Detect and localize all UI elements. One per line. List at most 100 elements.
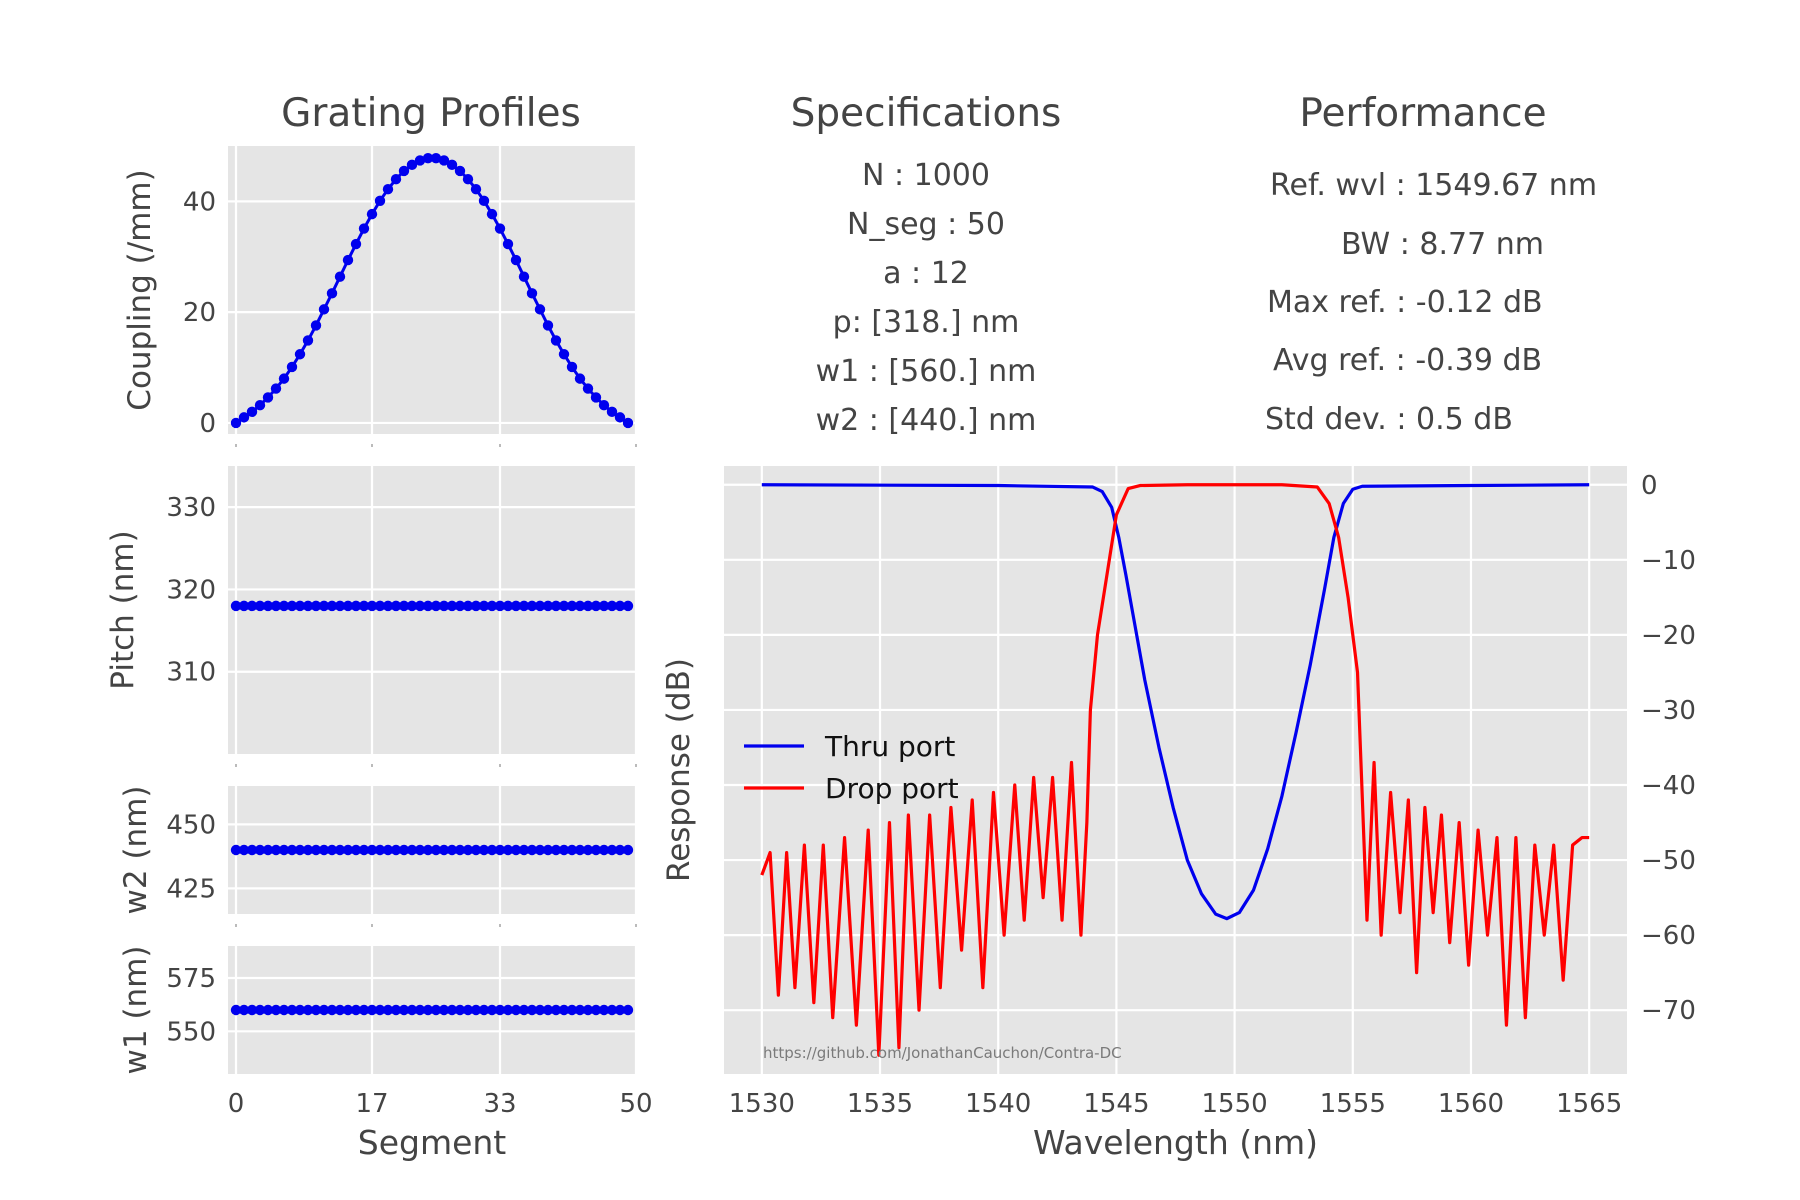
w2-point — [622, 844, 634, 856]
pitch-ytick-label: 310 — [166, 658, 216, 688]
w1-point — [478, 1004, 490, 1016]
pitch-point — [614, 600, 626, 612]
coupling-point — [238, 412, 250, 423]
w1-point — [486, 1004, 498, 1016]
w1-point — [590, 1004, 602, 1016]
perf-line: BW : 8.77 nm — [1341, 227, 1544, 262]
pitch-point — [294, 600, 306, 612]
response-xtick-label: 1545 — [1083, 1089, 1149, 1119]
pitch-point — [278, 600, 290, 612]
w1-point — [318, 1004, 330, 1016]
coupling-point — [310, 320, 322, 331]
w2-point — [422, 844, 434, 856]
pitch-point — [262, 600, 274, 612]
w1-point — [534, 1004, 546, 1016]
coupling-point — [518, 271, 530, 282]
w2-point — [278, 844, 290, 856]
pitch-point — [446, 600, 458, 612]
coupling-point — [462, 174, 474, 185]
coupling-point — [438, 155, 450, 166]
w1-point — [254, 1004, 266, 1016]
w1-point — [526, 1004, 538, 1016]
coupling-point — [510, 254, 522, 266]
specifications-title: Specifications — [791, 91, 1062, 136]
performance-block: Ref. wvl : 1549.67 nm BW : 8.77 nm Max r… — [1265, 168, 1597, 437]
coupling-point — [574, 373, 586, 384]
pitch-point — [430, 600, 442, 612]
pitch-point — [358, 600, 370, 612]
w1-axes: 550 575 0 17 33 50 w1 (nm) Segment — [118, 946, 653, 1162]
w2-point — [334, 844, 346, 856]
w2-point — [614, 844, 626, 856]
coupling-point — [502, 238, 514, 250]
response-axes: 0 −10 −20 −30 −40 −50 −60 −70 1530 1535 1540 1545 15… — [661, 466, 1696, 1162]
pitch-point — [606, 600, 618, 612]
pitch-point — [254, 600, 266, 612]
w1-point — [470, 1004, 482, 1016]
w2-point — [310, 844, 322, 856]
pitch-point — [238, 600, 250, 612]
w1-point — [310, 1004, 322, 1016]
pitch-point — [406, 600, 418, 612]
pitch-ytick-label: 330 — [166, 493, 216, 523]
coupling-point — [598, 400, 610, 411]
w2-point — [238, 844, 250, 856]
w1-point — [374, 1004, 386, 1016]
w2-point — [406, 844, 418, 856]
pitch-point — [398, 600, 410, 612]
pitch-point — [438, 600, 450, 612]
coupling-point — [558, 349, 570, 360]
coupling-point — [254, 400, 266, 411]
w2-point — [518, 844, 530, 856]
pitch-panel-bg — [228, 466, 636, 754]
w1-point — [422, 1004, 434, 1016]
w1-point — [350, 1004, 362, 1016]
coupling-point — [406, 159, 418, 171]
response-ytick-label: −50 — [1641, 846, 1696, 876]
coupling-ytick-label: 40 — [183, 187, 216, 217]
coupling-point — [422, 152, 434, 164]
response-xtick-label: 1535 — [847, 1089, 913, 1119]
w2-point — [558, 844, 570, 856]
w2-point — [230, 844, 242, 856]
coupling-ytick-label: 0 — [199, 409, 216, 439]
pitch-point — [318, 600, 330, 612]
w1-xtick-label: 33 — [483, 1089, 516, 1119]
w2-point — [326, 844, 338, 856]
w1-ylabel: w1 (nm) — [118, 946, 154, 1075]
pitch-point — [382, 600, 394, 612]
w1-point — [518, 1004, 530, 1016]
coupling-point — [478, 195, 490, 207]
coupling-point — [534, 304, 546, 315]
pitch-point — [502, 600, 514, 612]
pitch-point — [390, 600, 402, 612]
w2-ytick-label: 425 — [166, 874, 216, 904]
pitch-point — [462, 600, 474, 612]
coupling-point — [246, 406, 258, 418]
response-legend: Thru port Drop port — [744, 730, 959, 805]
w1-point — [550, 1004, 562, 1016]
pitch-point — [550, 600, 562, 612]
pitch-point — [510, 600, 522, 612]
w1-point — [270, 1004, 282, 1016]
coupling-point — [430, 152, 442, 164]
response-ytick-label: −70 — [1641, 996, 1696, 1026]
coupling-point — [550, 335, 562, 346]
w1-point — [286, 1004, 298, 1016]
drop-port-line — [760, 483, 1590, 1057]
w2-point — [446, 844, 458, 856]
w1-point — [566, 1004, 578, 1016]
coupling-point — [374, 195, 386, 207]
coupling-point — [358, 223, 370, 234]
spec-line: N : 1000 — [862, 158, 990, 193]
w2-point — [390, 844, 402, 856]
w1-point — [390, 1004, 402, 1016]
w1-point — [574, 1004, 586, 1016]
coupling-point — [294, 349, 306, 360]
pitch-point — [230, 600, 242, 612]
w1-point — [558, 1004, 570, 1016]
pitch-point — [470, 600, 482, 612]
grating-profiles-title: Grating Profiles — [281, 91, 581, 136]
